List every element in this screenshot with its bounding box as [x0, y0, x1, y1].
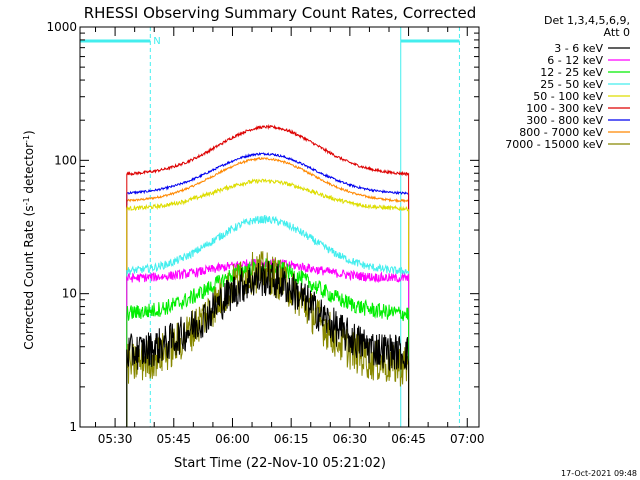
x-tick-label-0: 05:30: [98, 432, 133, 446]
legend-entry-label-2: 12 - 25 keV: [540, 66, 603, 79]
x-tick-label-1: 05:45: [156, 432, 191, 446]
series-300-800keV: [126, 151, 410, 427]
legend-entry-label-0: 3 - 6 keV: [554, 42, 603, 55]
legend-entry-label-3: 25 - 50 keV: [540, 78, 603, 91]
axis-layer: 1 10 100 1000 05:30 05:45 06:00 06:15 06:30 06:45…: [46, 20, 484, 446]
legend-entry-label-6: 300 - 800 keV: [526, 114, 603, 127]
legend-entry-label-1: 6 - 12 keV: [547, 54, 603, 67]
y-tick-label-2: 100: [54, 153, 77, 167]
series-50-100keV: [126, 178, 410, 427]
legend-header-0: Det 1,3,4,5,6,9,: [544, 14, 630, 27]
series-3-6keV: [126, 260, 410, 427]
y-axis-label: Corrected Count Rate (s-1 detector-1): [22, 130, 37, 349]
series-25-50keV: [126, 214, 410, 427]
x-tick-label-5: 06:45: [391, 432, 426, 446]
footer-date: 17-Oct-2021 09:48: [561, 469, 637, 478]
x-tick-label-6: 07:00: [450, 432, 485, 446]
y-tick-label-3: 1000: [46, 20, 77, 34]
legend-header-1: Att 0: [604, 26, 630, 39]
series-layer: [126, 123, 410, 427]
legend-entry-label-7: 800 - 7000 keV: [519, 126, 603, 139]
chart-title: RHESSI Observing Summary Count Rates, Co…: [84, 4, 477, 22]
x-tick-label-3: 06:15: [274, 432, 309, 446]
x-tick-label-4: 06:30: [333, 432, 368, 446]
series-800-7000keV: [126, 156, 410, 427]
y-tick-label-1: 10: [62, 287, 77, 301]
x-tick-label-2: 06:00: [215, 432, 250, 446]
x-axis-label: Start Time (22-Nov-10 05:21:02): [174, 456, 386, 471]
legend-entry-label-5: 100 - 300 keV: [526, 102, 603, 115]
plot-frame: [79, 26, 480, 428]
series-100-300keV: [126, 123, 410, 427]
legend-entry-label-4: 50 - 100 keV: [533, 90, 603, 103]
night-marker: N: [153, 36, 160, 47]
y-tick-label-0: 1: [69, 420, 77, 434]
legend-entry-label-8: 7000 - 15000 keV: [505, 138, 603, 151]
